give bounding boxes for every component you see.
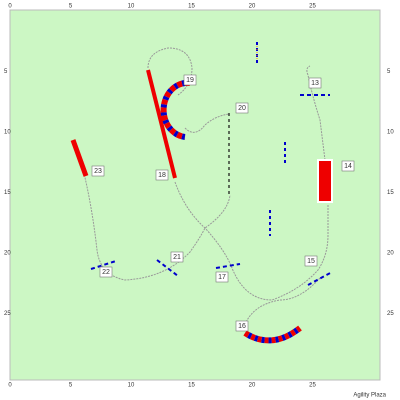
tunnel-19	[160, 79, 191, 140]
top-scale-label: 25	[309, 4, 316, 10]
obstacle-label-box	[304, 255, 318, 267]
bottom-scale-label: 0	[8, 383, 12, 389]
obstacle-label-box	[155, 169, 169, 181]
obstacle-label: 22	[102, 269, 110, 276]
obstacle-label: 14	[344, 163, 352, 170]
right-scale-label: 5	[387, 69, 391, 75]
top-scale-label: 0	[8, 4, 12, 10]
right-scale-label: 15	[387, 190, 394, 196]
bottom-scale-label: 20	[249, 383, 256, 389]
obstacle-label-box	[91, 165, 105, 177]
obstacle-label-box	[99, 266, 113, 278]
obstacle-label-box	[308, 77, 322, 89]
top-scale-label: 15	[188, 4, 195, 10]
obstacle-label: 19	[186, 77, 194, 84]
obstacle-label-box	[170, 251, 184, 263]
tunnel-19-stripe	[160, 79, 191, 140]
obstacle-label-box	[183, 74, 197, 86]
left-scale-label: 20	[4, 251, 11, 257]
bottom-scale-label: 25	[309, 383, 316, 389]
obstacle-label-box	[341, 160, 355, 172]
left-scale-label: 10	[4, 130, 11, 136]
obstacle-label: 18	[158, 172, 166, 179]
obstacle-label: 15	[307, 258, 315, 265]
tunnel-14	[317, 159, 333, 203]
obstacle-label-box	[215, 271, 229, 283]
top-scale-label: 5	[69, 4, 73, 10]
obstacle-label-box	[235, 320, 249, 332]
footer: Agility Plaza	[353, 393, 386, 399]
obstacles	[70, 42, 333, 344]
bottom-scale-label: 5	[69, 383, 73, 389]
a-frame	[70, 139, 89, 177]
right-scale-label: 20	[387, 251, 394, 257]
top-scale-label: 10	[128, 4, 135, 10]
bottom-scale-label: 10	[128, 383, 135, 389]
obstacle-label: 20	[238, 105, 246, 112]
top-scale-label: 20	[249, 4, 256, 10]
left-scale-label: 5	[4, 69, 8, 75]
tunnel-16-stripe	[243, 325, 302, 344]
left-scale-label: 25	[4, 311, 11, 317]
obstacle-label: 16	[238, 323, 246, 330]
right-scale-label: 25	[387, 311, 394, 317]
obstacle-label-box	[235, 102, 249, 114]
bottom-scale-label: 15	[188, 383, 195, 389]
obstacle-label: 23	[94, 168, 102, 175]
obstacle-label: 13	[311, 80, 319, 87]
dog-walk	[146, 69, 177, 179]
left-scale-label: 15	[4, 190, 11, 196]
right-scale-label: 10	[387, 130, 394, 136]
obstacle-label: 17	[218, 274, 226, 281]
tunnel-16	[243, 325, 302, 344]
jumps	[90, 42, 333, 286]
obstacle-label: 21	[173, 254, 181, 261]
